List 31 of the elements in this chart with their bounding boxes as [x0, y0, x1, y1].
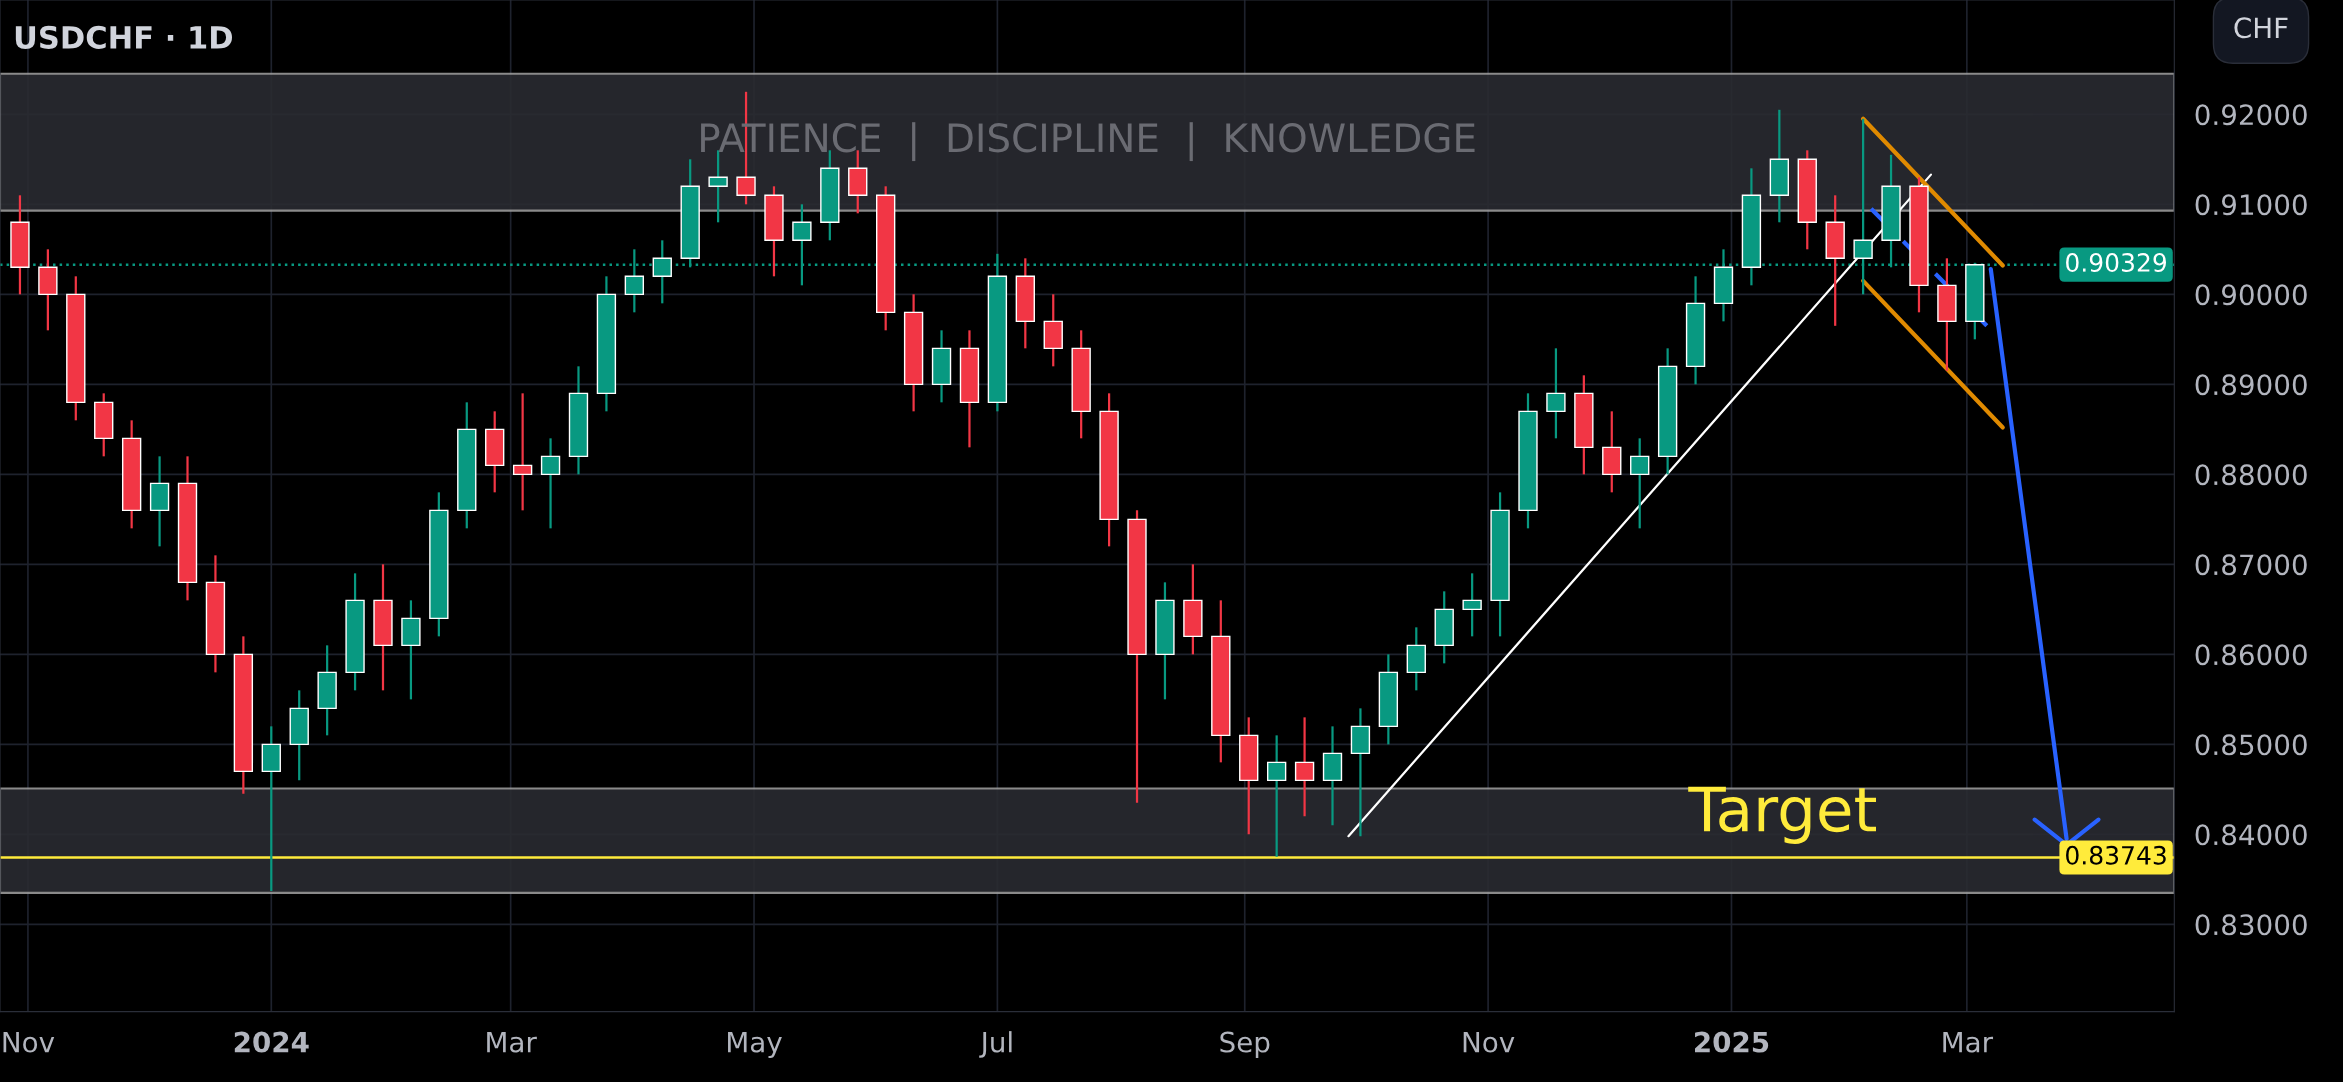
x-tick-label: Mar: [487, 1031, 537, 1053]
x-tick-label: 2025: [1695, 1031, 1769, 1053]
x-tick-label: Jul: [979, 1031, 1012, 1058]
y-axis-title: CHF: [2234, 17, 2288, 39]
y-tick-label: 0.92000: [2195, 104, 2307, 126]
candlestick: [540, 437, 561, 530]
candlestick: [1546, 347, 1566, 440]
x-tick-label: May: [728, 1031, 782, 1058]
x-tick-label: Nov: [3, 1031, 55, 1053]
candlestick: [1462, 572, 1482, 638]
annotation: Target: [1688, 786, 1877, 844]
ref-line-label: 0.90329: [2066, 253, 2167, 272]
y-tick-label: 0.85000: [2195, 734, 2307, 756]
y-tick-label: 0.88000: [2195, 464, 2307, 486]
y-tick-label: 0.86000: [2195, 644, 2307, 666]
ref-line-label: 0.83743: [2066, 845, 2166, 865]
text: USDCHF · 1D: [15, 25, 233, 49]
candlestick: [512, 392, 533, 512]
y-tick-label: 0.90000: [2195, 284, 2307, 306]
x-tick-label: Mar: [1943, 1031, 1994, 1053]
y-tick-label: 0.83000: [2195, 914, 2307, 936]
candlestick: [1266, 734, 1287, 858]
y-tick-label: 0.89000: [2195, 374, 2307, 396]
candlestick: [1630, 437, 1650, 530]
y-tick-label: 0.91000: [2195, 194, 2307, 216]
x-tick-label: Sep: [1220, 1031, 1270, 1058]
x-tick-label: Nov: [1463, 1031, 1515, 1053]
y-tick-label: 0.84000: [2195, 824, 2307, 846]
x-tick-label: 2024: [234, 1031, 309, 1053]
candlestick: [1294, 716, 1315, 818]
y-tick-label: 0.87000: [2195, 554, 2307, 576]
